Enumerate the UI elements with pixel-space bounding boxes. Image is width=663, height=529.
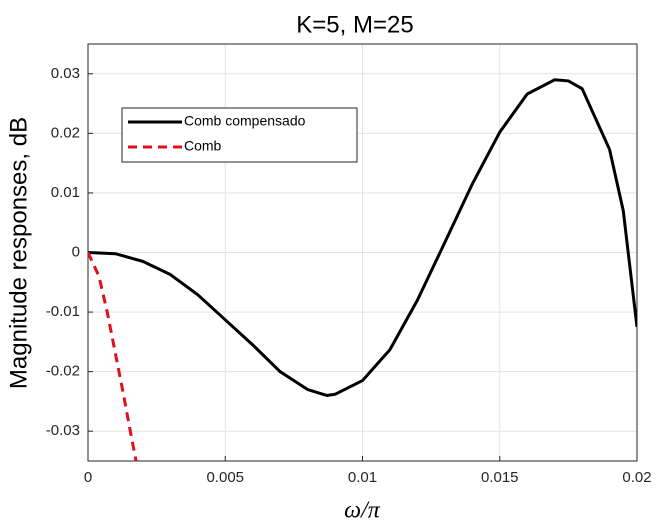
plot-lines — [88, 78, 637, 461]
x-tick-label: 0.01 — [348, 469, 377, 486]
legend-box — [121, 107, 358, 163]
y-tick-label: -0.02 — [46, 363, 80, 380]
y-tick-label: 0.02 — [51, 124, 80, 141]
y-tick-label: 0.03 — [51, 65, 80, 82]
series-line — [88, 78, 637, 398]
chart-title: K=5, M=25 — [296, 11, 413, 38]
series-line — [88, 251, 138, 461]
legend-label: Comb compensado — [184, 113, 306, 129]
y-axis-label: Magnitude responses, dB — [5, 117, 32, 389]
x-tick-label: 0.005 — [206, 469, 244, 486]
legend-label: Comb — [184, 138, 222, 154]
y-tick-label: 0.01 — [51, 184, 80, 201]
y-tick-label: 0 — [72, 243, 80, 260]
y-tick-label: -0.01 — [46, 303, 80, 320]
x-axis-label: ω/π — [344, 498, 381, 524]
x-tick-label: 0.015 — [481, 469, 519, 486]
y-tick-label: -0.03 — [46, 422, 80, 439]
x-tick-label: 0 — [84, 469, 92, 486]
x-tick-label: 0.02 — [622, 469, 651, 486]
